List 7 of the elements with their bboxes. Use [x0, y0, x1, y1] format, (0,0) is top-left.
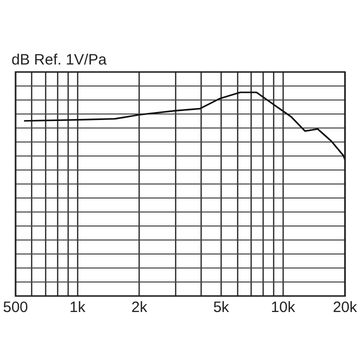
- y-axis-title: dB Ref. 1V/Pa: [12, 52, 108, 69]
- x-tick-label: 1k: [69, 299, 86, 316]
- x-tick-label: 10k: [270, 299, 296, 316]
- x-tick-label: 500: [3, 299, 28, 316]
- x-tick-label: 2k: [131, 299, 148, 316]
- x-tick-label: 5k: [213, 299, 230, 316]
- x-tick-label: 20k: [332, 299, 358, 316]
